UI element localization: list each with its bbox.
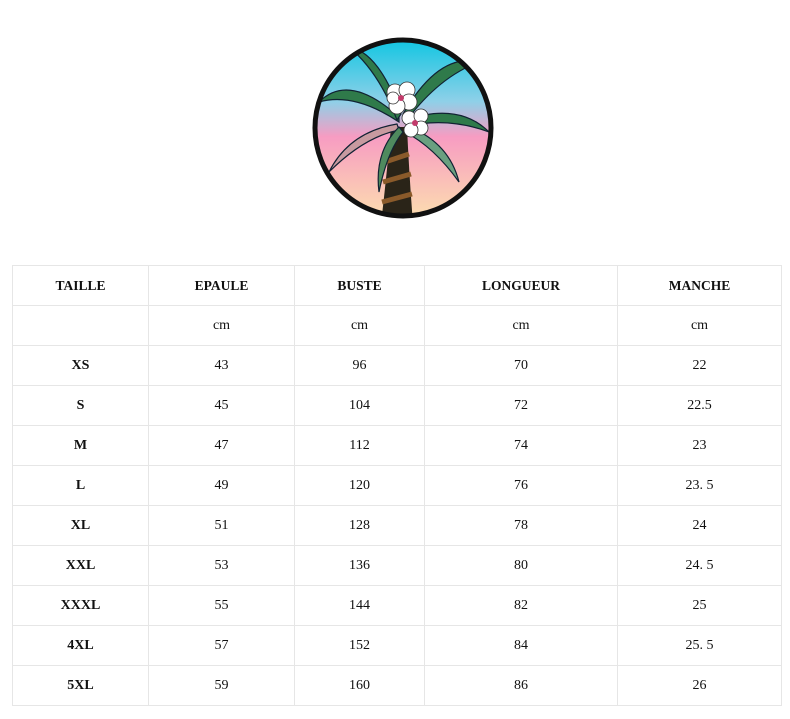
size-label: 4XL xyxy=(12,625,149,666)
table-row: 4XL 57 152 84 25. 5 xyxy=(12,625,782,666)
measurement-cell: 136 xyxy=(294,545,425,586)
header-manche: MANCHE xyxy=(617,265,782,306)
measurement-cell: 45 xyxy=(148,385,295,426)
measurement-cell: 57 xyxy=(148,625,295,666)
measurement-cell: 152 xyxy=(294,625,425,666)
measurement-cell: 25 xyxy=(617,585,782,626)
table-row: S 45 104 72 22.5 xyxy=(12,385,782,426)
measurement-cell: 74 xyxy=(424,425,618,466)
table-row: M 47 112 74 23 xyxy=(12,425,782,466)
unit-cell: cm xyxy=(617,305,782,346)
header-buste: BUSTE xyxy=(294,265,425,306)
measurement-cell: 25. 5 xyxy=(617,625,782,666)
measurement-cell: 51 xyxy=(148,505,295,546)
measurement-cell: 76 xyxy=(424,465,618,506)
measurement-cell: 53 xyxy=(148,545,295,586)
size-label: XS xyxy=(12,345,149,386)
measurement-cell: 55 xyxy=(148,585,295,626)
unit-cell: cm xyxy=(148,305,295,346)
table-row: XS 43 96 70 22 xyxy=(12,345,782,386)
size-label: 5XL xyxy=(12,665,149,706)
header-taille: TAILLE xyxy=(12,265,149,306)
table-row: XL 51 128 78 24 xyxy=(12,505,782,546)
measurement-cell: 84 xyxy=(424,625,618,666)
unit-cell xyxy=(12,305,149,346)
measurement-cell: 24 xyxy=(617,505,782,546)
table-row: L 49 120 76 23. 5 xyxy=(12,465,782,506)
measurement-cell: 43 xyxy=(148,345,295,386)
unit-cell: cm xyxy=(294,305,425,346)
measurement-cell: 22 xyxy=(617,345,782,386)
measurement-cell: 26 xyxy=(617,665,782,706)
palm-tree-logo xyxy=(312,37,494,219)
measurement-cell: 86 xyxy=(424,665,618,706)
measurement-cell: 23 xyxy=(617,425,782,466)
table-row: 5XL 59 160 86 26 xyxy=(12,665,782,706)
measurement-cell: 72 xyxy=(424,385,618,426)
measurement-cell: 96 xyxy=(294,345,425,386)
size-chart-table: TAILLE EPAULE BUSTE LONGUEUR MANCHE cm c… xyxy=(12,265,782,706)
measurement-cell: 128 xyxy=(294,505,425,546)
measurement-cell: 120 xyxy=(294,465,425,506)
size-label: XXXL xyxy=(12,585,149,626)
measurement-cell: 78 xyxy=(424,505,618,546)
measurement-cell: 112 xyxy=(294,425,425,466)
size-label: L xyxy=(12,465,149,506)
measurement-cell: 49 xyxy=(148,465,295,506)
size-label: XL xyxy=(12,505,149,546)
size-label: XXL xyxy=(12,545,149,586)
table-row: XXL 53 136 80 24. 5 xyxy=(12,545,782,586)
measurement-cell: 22.5 xyxy=(617,385,782,426)
header-longueur: LONGUEUR xyxy=(424,265,618,306)
unit-cell: cm xyxy=(424,305,618,346)
measurement-cell: 47 xyxy=(148,425,295,466)
measurement-cell: 104 xyxy=(294,385,425,426)
measurement-cell: 70 xyxy=(424,345,618,386)
measurement-cell: 24. 5 xyxy=(617,545,782,586)
measurement-cell: 160 xyxy=(294,665,425,706)
units-row: cm cm cm cm xyxy=(12,305,782,346)
header-epaule: EPAULE xyxy=(148,265,295,306)
size-label: S xyxy=(12,385,149,426)
measurement-cell: 80 xyxy=(424,545,618,586)
header-row: TAILLE EPAULE BUSTE LONGUEUR MANCHE xyxy=(12,265,782,306)
measurement-cell: 144 xyxy=(294,585,425,626)
measurement-cell: 59 xyxy=(148,665,295,706)
measurement-cell: 82 xyxy=(424,585,618,626)
measurement-cell: 23. 5 xyxy=(617,465,782,506)
size-label: M xyxy=(12,425,149,466)
table-row: XXXL 55 144 82 25 xyxy=(12,585,782,626)
